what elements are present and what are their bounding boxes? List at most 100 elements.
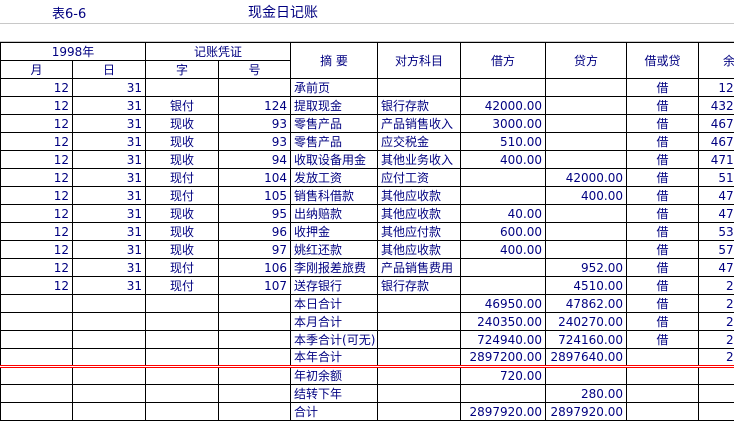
cell-debit-or-credit: 借 xyxy=(626,186,700,205)
cell-credit: 724160.00 xyxy=(545,330,628,349)
cell-voucher-type xyxy=(145,330,220,349)
cell-credit xyxy=(545,114,628,133)
cell-voucher-number xyxy=(218,78,292,97)
cell-balance xyxy=(698,366,734,385)
cell-voucher-number: 97 xyxy=(218,240,292,259)
cell-voucher-number: 107 xyxy=(218,276,292,295)
table-row: 合计 2897920.00 2897920.00 xyxy=(0,402,734,421)
cell-voucher-type: 现收 xyxy=(145,114,220,133)
cell-day xyxy=(71,348,147,368)
cell-month: 12 xyxy=(0,114,73,133)
header-row-groups: 1998年 记账凭证 摘 要 对方科目 借方 贷方 借或贷 余额 xyxy=(0,42,734,79)
cell-voucher-type: 现收 xyxy=(145,150,220,169)
cell-debit: 400.00 xyxy=(460,150,547,169)
cell-summary: 收押金 xyxy=(290,222,379,241)
cell-summary: 销售科借款 xyxy=(290,186,379,205)
cell-credit xyxy=(545,366,628,385)
cell-credit: 280.00 xyxy=(545,384,628,403)
cell-voucher-type: 银付 xyxy=(145,96,220,115)
cell-balance: 4750.00 xyxy=(698,204,734,223)
cell-summary: 本月合计 xyxy=(290,312,379,331)
cell-day: 31 xyxy=(71,258,147,277)
cell-debit-or-credit: 借 xyxy=(626,240,700,259)
cell-balance: 280.00 xyxy=(698,312,734,331)
header-debit-or-credit: 借或贷 xyxy=(626,42,700,79)
cell-debit-or-credit: 借 xyxy=(626,222,700,241)
cell-month: 12 xyxy=(0,132,73,151)
header-credit: 贷方 xyxy=(545,42,628,79)
cell-month: 12 xyxy=(0,168,73,187)
header-debit: 借方 xyxy=(460,42,547,79)
cell-voucher-type: 现收 xyxy=(145,240,220,259)
cell-debit-or-credit: 借 xyxy=(626,150,700,169)
cell-debit: 2897920.00 xyxy=(460,402,547,421)
cell-day: 31 xyxy=(71,150,147,169)
cell-debit: 46950.00 xyxy=(460,294,547,313)
cell-month xyxy=(0,294,73,313)
cell-debit xyxy=(460,186,547,205)
cell-debit-or-credit: 借 xyxy=(626,204,700,223)
cell-contra-account xyxy=(377,78,462,97)
cell-summary: 送存银行 xyxy=(290,276,379,295)
cell-contra-account xyxy=(377,294,462,313)
cell-day: 31 xyxy=(71,96,147,115)
cell-debit: 400.00 xyxy=(460,240,547,259)
cell-contra-account: 应付工资 xyxy=(377,168,462,187)
cell-day: 31 xyxy=(71,240,147,259)
cell-debit xyxy=(460,258,547,277)
cell-voucher-number: 104 xyxy=(218,168,292,187)
header-voucher-group: 记账凭证 xyxy=(145,42,292,61)
header-voucher-type: 字 xyxy=(145,60,220,79)
title-band: 表6-6 现金日记账 xyxy=(0,0,734,24)
cell-voucher-number: 93 xyxy=(218,132,292,151)
cell-summary: 本年合计 xyxy=(290,348,379,368)
table-row: 结转下年 280.00 xyxy=(0,384,734,403)
cell-credit: 400.00 xyxy=(545,186,628,205)
cell-voucher-number: 96 xyxy=(218,222,292,241)
cell-summary: 本日合计 xyxy=(290,294,379,313)
figure-number: 表6-6 xyxy=(52,7,87,22)
cell-debit-or-credit: 借 xyxy=(626,96,700,115)
cell-voucher-type: 现收 xyxy=(145,132,220,151)
cell-day: 31 xyxy=(71,204,147,223)
cell-balance: 5750.00 xyxy=(698,240,734,259)
cell-month: 12 xyxy=(0,186,73,205)
cell-debit-or-credit: 借 xyxy=(626,294,700,313)
cell-balance: 280.00 xyxy=(698,276,734,295)
cell-debit-or-credit: 借 xyxy=(626,78,700,97)
cell-voucher-type: 现付 xyxy=(145,168,220,187)
cell-debit: 600.00 xyxy=(460,222,547,241)
cell-voucher-number: 124 xyxy=(218,96,292,115)
cell-credit: 4510.00 xyxy=(545,276,628,295)
cell-balance: 47110.00 xyxy=(698,150,734,169)
cell-debit: 240350.00 xyxy=(460,312,547,331)
cell-balance xyxy=(698,402,734,421)
cell-voucher-type: 现付 xyxy=(145,258,220,277)
cell-month xyxy=(0,366,73,385)
cell-summary: 合计 xyxy=(290,402,379,421)
cell-balance: 43200.00 xyxy=(698,96,734,115)
cell-month: 12 xyxy=(0,96,73,115)
cell-voucher-number xyxy=(218,402,292,421)
cell-month: 12 xyxy=(0,150,73,169)
cell-day: 31 xyxy=(71,132,147,151)
cell-credit: 952.00 xyxy=(545,258,628,277)
cell-contra-account: 其他业务收入 xyxy=(377,150,462,169)
cell-day: 31 xyxy=(71,222,147,241)
cell-voucher-number: 105 xyxy=(218,186,292,205)
header-balance: 余额 xyxy=(698,42,734,79)
cell-day: 31 xyxy=(71,114,147,133)
cell-debit-or-credit: 借 xyxy=(626,330,700,349)
cell-voucher-number: 106 xyxy=(218,258,292,277)
cell-contra-account xyxy=(377,384,462,403)
cell-balance: 46710.00 xyxy=(698,114,734,133)
cell-voucher-number xyxy=(218,330,292,349)
cell-balance: 4790.00 xyxy=(698,258,734,277)
cell-month: 12 xyxy=(0,78,73,97)
cell-credit xyxy=(545,132,628,151)
